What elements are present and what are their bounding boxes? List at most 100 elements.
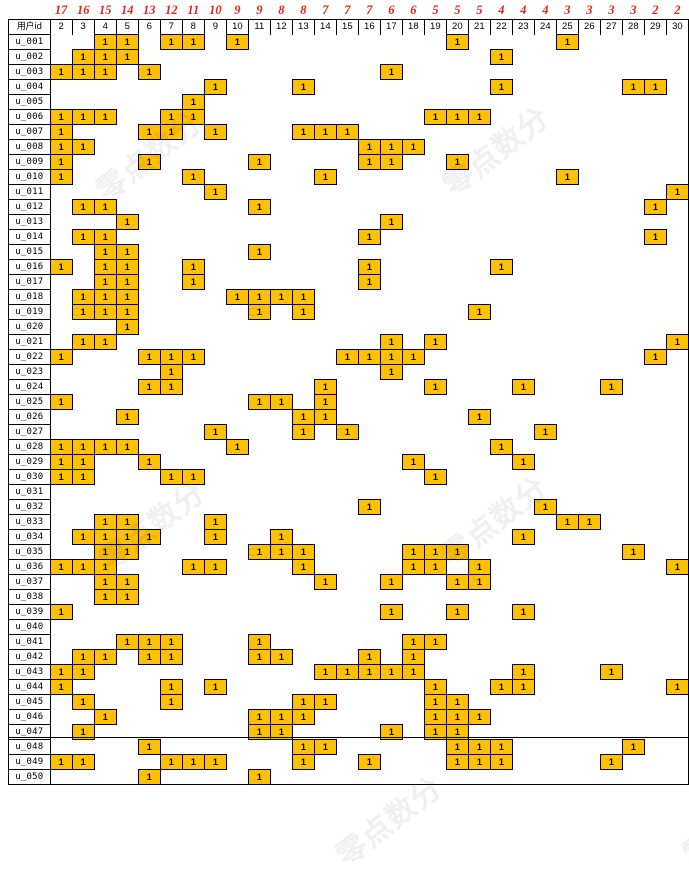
empty-cell[interactable] <box>314 290 336 305</box>
empty-cell[interactable] <box>600 230 622 245</box>
empty-cell[interactable] <box>534 65 556 80</box>
table-row[interactable]: u_016 1 1 1 1 1 1 <box>8 259 689 275</box>
empty-cell[interactable] <box>138 215 160 230</box>
active-cell[interactable]: 1 <box>489 439 513 455</box>
empty-cell[interactable] <box>314 350 336 365</box>
empty-cell[interactable] <box>182 500 204 515</box>
empty-cell[interactable] <box>424 440 446 455</box>
empty-cell[interactable] <box>534 335 556 350</box>
active-cell[interactable]: 1 <box>115 289 139 305</box>
empty-cell[interactable] <box>556 740 578 755</box>
empty-cell[interactable] <box>402 290 424 305</box>
active-cell[interactable]: 1 <box>313 664 337 680</box>
empty-cell[interactable] <box>314 725 336 740</box>
empty-cell[interactable] <box>446 170 468 185</box>
empty-cell[interactable] <box>600 395 622 410</box>
empty-cell[interactable] <box>622 650 644 665</box>
empty-cell[interactable] <box>424 35 446 50</box>
table-row[interactable]: u_031 <box>8 484 689 500</box>
empty-cell[interactable] <box>292 575 314 590</box>
active-cell[interactable]: 1 <box>115 439 139 455</box>
empty-cell[interactable] <box>424 395 446 410</box>
empty-cell[interactable] <box>270 155 292 170</box>
active-cell[interactable]: 1 <box>203 754 227 770</box>
empty-cell[interactable] <box>182 725 204 740</box>
active-cell[interactable]: 1 <box>93 544 117 560</box>
empty-cell[interactable] <box>160 725 182 740</box>
empty-cell[interactable] <box>490 635 512 650</box>
empty-cell[interactable] <box>490 590 512 605</box>
empty-cell[interactable] <box>380 680 402 695</box>
empty-cell[interactable] <box>138 365 160 380</box>
active-cell[interactable]: 1 <box>269 289 293 305</box>
active-cell[interactable]: 1 <box>71 109 95 125</box>
empty-cell[interactable] <box>380 755 402 770</box>
active-cell[interactable]: 1 <box>335 664 359 680</box>
empty-cell[interactable] <box>160 560 182 575</box>
empty-cell[interactable] <box>116 710 138 725</box>
empty-cell[interactable] <box>424 575 446 590</box>
empty-cell[interactable] <box>490 665 512 680</box>
empty-cell[interactable] <box>336 725 358 740</box>
active-cell[interactable]: 1 <box>93 274 117 290</box>
empty-cell[interactable] <box>490 230 512 245</box>
empty-cell[interactable] <box>644 515 666 530</box>
active-cell[interactable]: 1 <box>313 739 337 755</box>
empty-cell[interactable] <box>72 350 94 365</box>
active-cell[interactable]: 1 <box>357 154 381 170</box>
empty-cell[interactable] <box>556 320 578 335</box>
active-cell[interactable]: 1 <box>115 529 139 545</box>
table-row[interactable]: u_033 1 1 1 1 1 <box>8 514 689 530</box>
empty-cell[interactable] <box>94 665 116 680</box>
empty-cell[interactable] <box>50 80 72 95</box>
empty-cell[interactable] <box>402 725 424 740</box>
table-row[interactable]: u_035 1 1 1 1 1 1 1 1 1 <box>8 544 689 560</box>
empty-cell[interactable] <box>468 245 490 260</box>
empty-cell[interactable] <box>424 140 446 155</box>
empty-cell[interactable] <box>204 215 226 230</box>
empty-cell[interactable] <box>490 605 512 620</box>
active-cell[interactable]: 1 <box>467 754 491 770</box>
empty-cell[interactable] <box>446 455 468 470</box>
empty-cell[interactable] <box>446 95 468 110</box>
active-cell[interactable]: 1 <box>181 109 205 125</box>
empty-cell[interactable] <box>50 380 72 395</box>
empty-cell[interactable] <box>50 215 72 230</box>
active-cell[interactable]: 1 <box>423 634 447 650</box>
empty-cell[interactable] <box>490 620 512 635</box>
empty-cell[interactable] <box>358 725 380 740</box>
empty-cell[interactable] <box>94 155 116 170</box>
empty-cell[interactable] <box>578 545 600 560</box>
empty-cell[interactable] <box>270 125 292 140</box>
empty-cell[interactable] <box>666 739 689 755</box>
empty-cell[interactable] <box>226 485 248 500</box>
empty-cell[interactable] <box>644 560 666 575</box>
empty-cell[interactable] <box>644 320 666 335</box>
table-row[interactable]: u_008 1 1 1 1 1 <box>8 139 689 155</box>
empty-cell[interactable] <box>446 320 468 335</box>
empty-cell[interactable] <box>94 755 116 770</box>
empty-cell[interactable] <box>72 605 94 620</box>
empty-cell[interactable] <box>424 275 446 290</box>
empty-cell[interactable] <box>50 695 72 710</box>
empty-cell[interactable] <box>94 470 116 485</box>
empty-cell[interactable] <box>94 620 116 635</box>
empty-cell[interactable] <box>314 50 336 65</box>
empty-cell[interactable] <box>204 470 226 485</box>
active-cell[interactable]: 1 <box>489 739 513 755</box>
table-row[interactable]: u_044 1 1 1 1 1 1 1 <box>8 679 689 695</box>
empty-cell[interactable] <box>446 50 468 65</box>
empty-cell[interactable] <box>402 575 424 590</box>
active-cell[interactable]: 1 <box>313 574 337 590</box>
active-cell[interactable]: 1 <box>357 139 381 155</box>
active-cell[interactable]: 1 <box>49 169 73 185</box>
active-cell[interactable]: 1 <box>357 349 381 365</box>
active-cell[interactable]: 1 <box>115 544 139 560</box>
active-cell[interactable]: 1 <box>49 139 73 155</box>
active-cell[interactable]: 1 <box>49 754 73 770</box>
empty-cell[interactable] <box>644 605 666 620</box>
empty-cell[interactable] <box>644 530 666 545</box>
empty-cell[interactable] <box>138 680 160 695</box>
empty-cell[interactable] <box>292 455 314 470</box>
table-row[interactable]: u_026 1 1 1 1 <box>8 409 689 425</box>
